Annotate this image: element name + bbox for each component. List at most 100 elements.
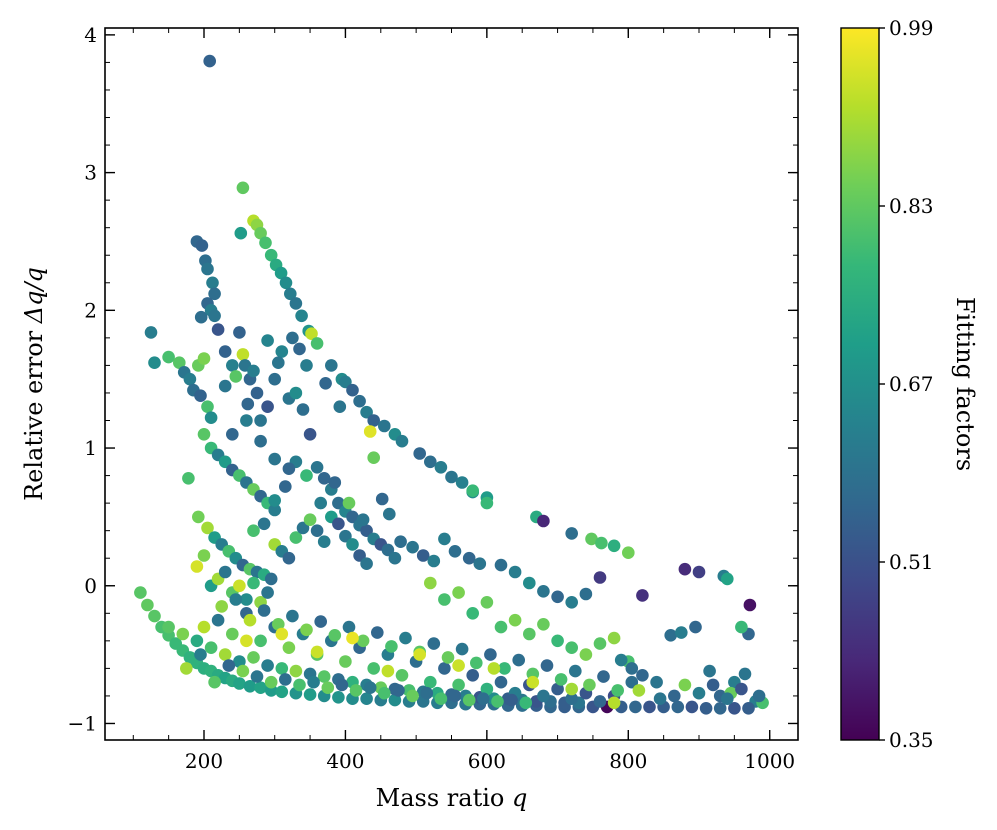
data-point <box>625 662 639 675</box>
data-point <box>395 669 409 682</box>
data-point <box>240 634 253 648</box>
data-point <box>215 600 228 613</box>
data-point <box>452 659 465 672</box>
data-point <box>236 181 250 195</box>
data-point <box>226 627 239 641</box>
y-tick-label: 3 <box>84 161 97 185</box>
data-point <box>203 54 216 68</box>
data-point <box>388 551 402 565</box>
data-point <box>388 693 402 707</box>
data-point <box>611 684 624 697</box>
data-point <box>360 692 373 705</box>
data-point <box>236 348 250 361</box>
data-point <box>236 664 250 678</box>
data-point <box>385 640 398 653</box>
colorbar-tick-label: 0.83 <box>889 194 934 218</box>
data-point <box>551 682 564 696</box>
data-point <box>289 531 303 544</box>
data-point <box>494 675 508 689</box>
data-point <box>565 682 578 696</box>
data-point <box>204 411 218 425</box>
data-point <box>629 700 642 714</box>
data-point <box>356 513 370 526</box>
data-point <box>222 659 236 672</box>
data-point <box>247 364 260 378</box>
data-point <box>477 692 490 705</box>
data-point <box>487 662 501 675</box>
data-point <box>268 452 282 466</box>
data-point <box>466 607 480 620</box>
data-point <box>678 562 692 576</box>
data-point <box>360 405 373 419</box>
data-point <box>424 675 437 689</box>
colorbar-title: Fitting factors <box>951 297 979 471</box>
data-point <box>339 375 352 389</box>
data-point <box>363 425 377 438</box>
data-point <box>268 494 282 507</box>
data-point <box>565 641 578 654</box>
data-point <box>250 670 264 683</box>
data-point <box>240 593 253 606</box>
data-point <box>607 631 621 645</box>
colorbar-tick-label: 0.51 <box>889 550 934 574</box>
data-point <box>699 702 713 715</box>
data-point <box>229 370 243 383</box>
data-point <box>279 276 293 290</box>
data-point <box>381 543 395 557</box>
data-point <box>671 700 685 714</box>
data-point <box>328 629 342 642</box>
data-point <box>332 496 345 510</box>
data-point <box>286 609 299 623</box>
data-point <box>579 648 593 661</box>
data-point <box>420 686 434 700</box>
data-point <box>190 560 204 573</box>
y-tick-label: 4 <box>84 23 97 47</box>
x-axis-title: Mass ratio q <box>376 784 528 812</box>
data-point <box>484 648 497 661</box>
data-point <box>173 356 186 370</box>
data-point <box>247 524 260 537</box>
data-point <box>427 637 441 650</box>
data-point <box>247 651 260 664</box>
data-point <box>413 648 427 661</box>
data-point <box>300 623 313 637</box>
data-point <box>182 472 195 485</box>
data-point <box>261 659 274 672</box>
data-point <box>375 492 389 506</box>
data-point <box>523 576 536 590</box>
data-point <box>703 664 716 678</box>
data-point <box>494 620 508 634</box>
data-point <box>289 386 303 400</box>
data-point <box>583 678 596 692</box>
x-tick-label: 400 <box>326 749 364 773</box>
data-point <box>689 620 702 634</box>
data-point <box>519 696 533 710</box>
data-point <box>441 651 455 664</box>
data-point <box>218 565 232 579</box>
data-point <box>314 496 328 510</box>
data-point <box>261 586 274 599</box>
data-point <box>383 507 396 521</box>
data-point <box>284 287 297 301</box>
data-point <box>346 631 359 645</box>
data-point <box>394 535 407 548</box>
data-point <box>356 634 370 648</box>
data-point <box>261 400 274 414</box>
data-point <box>325 359 338 372</box>
data-point <box>678 678 692 692</box>
data-point <box>243 680 257 693</box>
data-point <box>554 673 568 686</box>
data-point <box>208 675 221 689</box>
data-point <box>264 572 278 586</box>
data-point <box>303 688 317 701</box>
data-point <box>176 627 190 641</box>
data-point <box>392 684 405 697</box>
data-point <box>201 262 214 276</box>
data-point <box>728 702 741 715</box>
data-point <box>197 549 211 562</box>
data-point <box>275 627 289 641</box>
data-point <box>692 686 706 700</box>
data-point <box>526 675 540 689</box>
colorbar: 0.35 0.51 0.67 0.83 0.99 <box>840 16 934 752</box>
